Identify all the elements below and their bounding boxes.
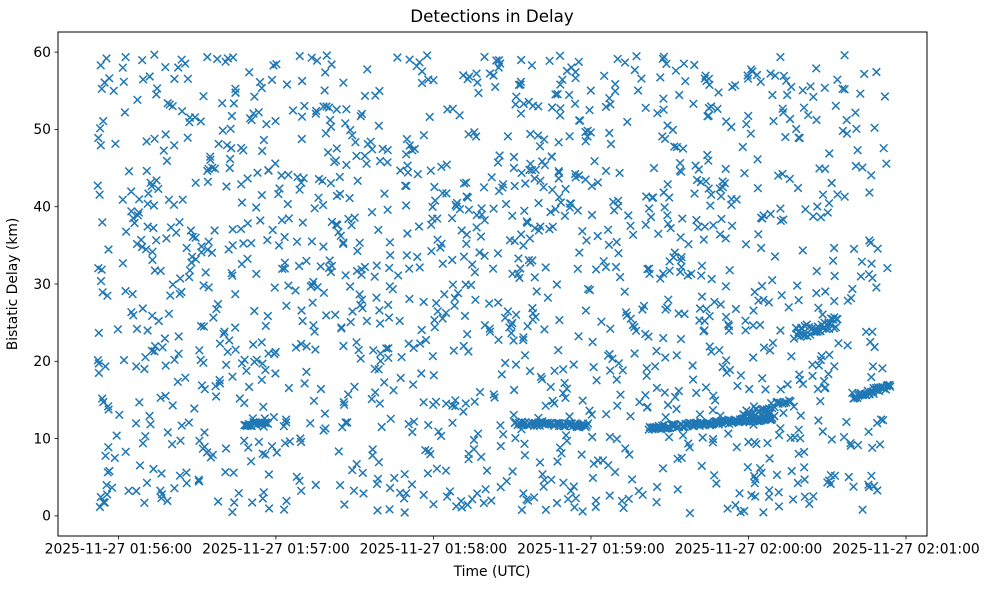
x-tick-label: 2025-11-27 02:01:00 xyxy=(832,542,980,558)
x-tick-label: 2025-11-27 01:57:00 xyxy=(202,542,350,558)
scatter-points xyxy=(93,50,895,518)
y-tick-label: 30 xyxy=(33,277,51,293)
x-axis-ticks: 2025-11-27 01:56:00 2025-11-27 01:57:00 20… xyxy=(45,536,980,558)
y-axis-label: Bistatic Delay (km) xyxy=(5,218,21,351)
y-tick-label: 60 xyxy=(33,45,51,61)
y-tick-label: 10 xyxy=(33,431,51,447)
y-tick-label: 40 xyxy=(33,199,51,215)
y-axis-ticks: 0 10 20 30 40 50 60 xyxy=(33,45,58,525)
chart-title: Detections in Delay xyxy=(410,6,574,26)
x-tick-label: 2025-11-27 01:59:00 xyxy=(517,542,665,558)
x-tick-label: 2025-11-27 01:58:00 xyxy=(360,542,508,558)
x-tick-label: 2025-11-27 01:56:00 xyxy=(45,542,193,558)
y-tick-label: 50 xyxy=(33,122,51,138)
y-tick-label: 20 xyxy=(33,354,51,370)
y-tick-label: 0 xyxy=(42,509,51,525)
x-tick-label: 2025-11-27 02:00:00 xyxy=(675,542,823,558)
x-axis-label: Time (UTC) xyxy=(453,564,531,580)
plot-border xyxy=(57,31,928,537)
